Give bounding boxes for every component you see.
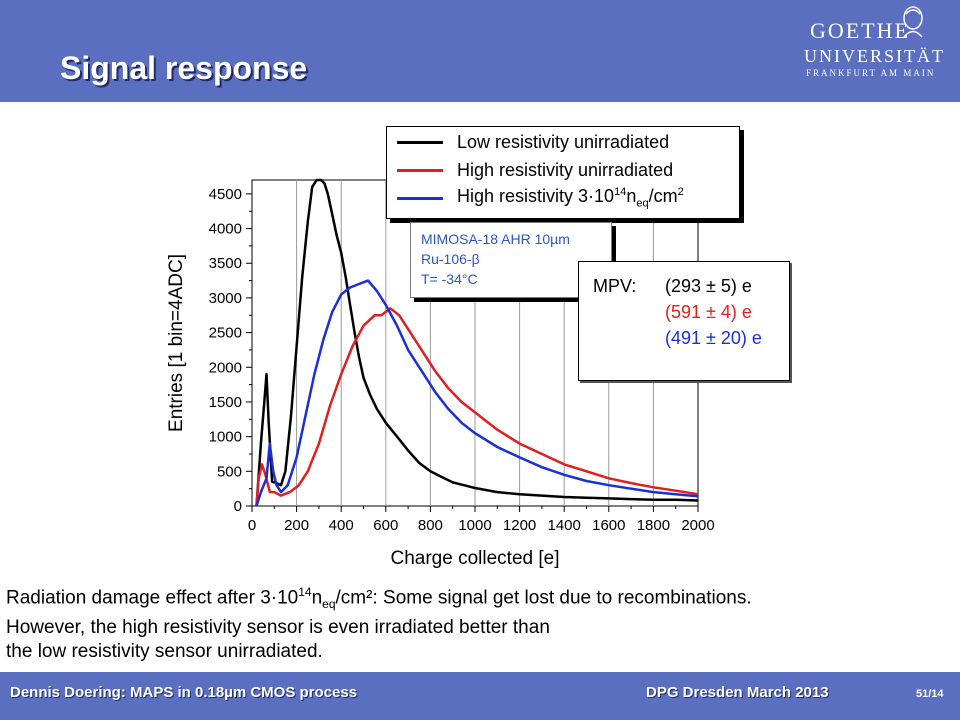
x-tick-label: 2000 — [681, 517, 714, 534]
logo-line-3: FRANKFURT AM MAIN — [806, 68, 936, 78]
series-line-high-resistivity-irradiated — [255, 279, 699, 507]
x-tick-label: 800 — [418, 517, 443, 534]
y-tick-label: 3000 — [209, 290, 242, 307]
x-tick-label: 1600 — [592, 517, 625, 534]
footer-bar: Dennis Doering: MAPS in 0.18µm CMOS proc… — [0, 672, 960, 720]
y-tick-label: 2500 — [209, 325, 242, 342]
x-tick-label: 1000 — [458, 517, 491, 534]
caption-line-1: Radiation damage effect after 3·1014neq/… — [6, 585, 752, 612]
info-sensor: MIMOSA-18 AHR 10µm — [421, 231, 570, 247]
y-tick-label: 4000 — [209, 221, 242, 238]
legend-swatch-low — [397, 140, 443, 144]
info-temperature: T= -34°C — [421, 271, 478, 287]
goethe-portrait-icon — [903, 6, 923, 38]
y-axis-label: Entries [1 bin=4ADC] — [166, 254, 187, 432]
x-tick-label: 1800 — [637, 517, 670, 534]
x-tick-label: 200 — [284, 517, 309, 534]
chart-legend: Low resistivity unirradiated High resist… — [386, 126, 740, 219]
x-tick-label: 1400 — [548, 517, 581, 534]
footer-author: Dennis Doering: MAPS in 0.18µm CMOS proc… — [10, 684, 358, 701]
legend-label-high: High resistivity unirradiated — [457, 159, 674, 180]
legend-label-low: Low resistivity unirradiated — [457, 131, 670, 152]
slide-title: Signal response — [60, 50, 308, 86]
legend-item-irradiated: High resistivity 3·1014neq/cm2 — [397, 186, 684, 210]
mpv-box: MPV: (293 ± 5) e (591 ± 4) e (491 ± 20) … — [578, 261, 790, 381]
info-source: Ru-106-β — [421, 251, 480, 267]
legend-item-high: High resistivity unirradiated — [397, 158, 673, 182]
caption-line-2: However, the high resistivity sensor is … — [6, 617, 550, 639]
caption-text: Radiation damage effect after 3·1014neq/… — [6, 580, 956, 664]
logo-line-1: GOETHE — [810, 18, 910, 43]
page-number: 51/14 — [916, 688, 944, 700]
mpv-value-high: (591 ± 4) e — [665, 302, 752, 322]
y-tick-label: 2000 — [209, 359, 242, 376]
y-tick-label: 1000 — [209, 429, 242, 446]
x-tick-label: 1200 — [503, 517, 536, 534]
university-logo: GOETHE UNIVERSITÄT FRANKFURT AM MAIN — [800, 6, 950, 78]
legend-swatch-irradiated — [397, 196, 443, 200]
x-tick-label: 600 — [373, 517, 398, 534]
mpv-value-low: (293 ± 5) e — [665, 276, 752, 296]
y-tick-label: 3500 — [209, 255, 242, 272]
x-tick-label: 400 — [329, 517, 354, 534]
y-tick-label: 0 — [234, 498, 242, 515]
legend-swatch-high — [397, 168, 443, 172]
y-tick-label: 500 — [217, 463, 242, 480]
series-line-low-resistivity — [255, 178, 699, 507]
caption-line-3: the low resistivity sensor unirradiated. — [6, 641, 323, 663]
footer-event: DPG Dresden March 2013 — [646, 684, 829, 701]
x-axis-label: Charge collected [e] — [391, 548, 560, 569]
mpv-label: MPV: — [593, 276, 637, 296]
y-tick-label: 4500 — [209, 186, 242, 203]
legend-item-low: Low resistivity unirradiated — [397, 130, 669, 154]
y-tick-label: 1500 — [209, 394, 242, 411]
series-line-high-resistivity — [255, 307, 699, 507]
logo-line-2: UNIVERSITÄT — [804, 46, 945, 66]
legend-label-irradiated: High resistivity 3·1014neq/cm2 — [457, 186, 684, 210]
mpv-value-irradiated: (491 ± 20) e — [665, 328, 762, 348]
header-bar: Signal response GOETHE UNIVERSITÄT FRANK… — [0, 0, 960, 102]
x-tick-label: 0 — [248, 517, 256, 534]
